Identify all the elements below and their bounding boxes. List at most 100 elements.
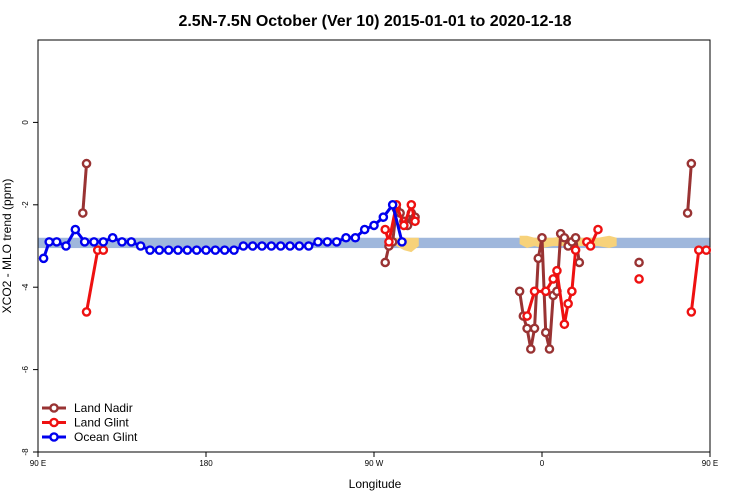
- data-point-land-glint-5-1: [694, 245, 704, 255]
- data-point-ocean-glint-0-30: [313, 237, 323, 247]
- x-tick-label-2: 90 W: [365, 459, 384, 468]
- data-point-ocean-glint-0-20: [219, 245, 230, 255]
- data-point-land-glint-5-2: [701, 245, 712, 255]
- data-point-land-nadir-2-5: [533, 253, 544, 264]
- data-point-land-nadir-2-6: [537, 232, 547, 243]
- data-point-land-glint-4-0: [634, 274, 644, 284]
- data-point-ocean-glint-0-39: [397, 237, 407, 247]
- y-tick-label-4: -8: [21, 448, 30, 456]
- data-point-ocean-glint-0-5: [79, 237, 90, 247]
- data-point-land-nadir-2-8: [544, 344, 555, 354]
- legend-label-2: Ocean Glint: [74, 430, 138, 444]
- data-point-ocean-glint-0-7: [98, 237, 109, 247]
- data-point-ocean-glint-0-33: [341, 232, 351, 243]
- data-point-land-glint-0-0: [81, 307, 92, 317]
- data-point-ocean-glint-0-19: [210, 245, 221, 255]
- data-point-land-nadir-2-0: [514, 286, 525, 297]
- data-point-land-glint-1-3: [399, 220, 409, 231]
- series-land-glint: [81, 199, 712, 330]
- data-point-land-nadir-2-12: [559, 232, 570, 243]
- x-tick-label-1: 180: [199, 459, 213, 468]
- data-point-ocean-glint-0-27: [285, 241, 295, 251]
- data-point-ocean-glint-0-9: [117, 237, 127, 247]
- data-point-land-glint-0-2: [98, 245, 109, 255]
- data-point-ocean-glint-0-28: [294, 241, 305, 251]
- data-point-ocean-glint-0-6: [89, 237, 99, 247]
- data-point-ocean-glint-0-10: [126, 237, 137, 247]
- data-point-land-glint-1-1: [384, 237, 394, 247]
- data-point-ocean-glint-0-25: [266, 241, 277, 251]
- data-point-ocean-glint-0-22: [238, 241, 249, 251]
- series-line-land-glint-5: [689, 248, 707, 313]
- y-axis: 0 -2 -4 -6 -8: [21, 120, 38, 456]
- data-point-land-glint-2-7: [567, 286, 577, 297]
- data-point-ocean-glint-0-36: [369, 220, 379, 231]
- x-tick-label-0: 90 E: [30, 459, 46, 468]
- data-point-land-glint-2-1: [529, 286, 540, 297]
- data-point-ocean-glint-0-3: [61, 241, 71, 251]
- series-line-land-nadir-0: [81, 163, 89, 214]
- data-point-ocean-glint-0-14: [163, 245, 174, 255]
- y-tick-label-3: -6: [21, 365, 30, 373]
- data-point-ocean-glint-0-32: [331, 237, 342, 247]
- data-point-land-nadir-4-0: [682, 208, 693, 218]
- data-point-ocean-glint-0-31: [322, 237, 333, 247]
- data-point-land-nadir-2-16: [574, 257, 585, 268]
- data-point-ocean-glint-0-17: [191, 245, 202, 255]
- data-point-land-nadir-2-4: [529, 323, 540, 334]
- data-point-ocean-glint-0-11: [135, 241, 146, 251]
- data-point-ocean-glint-0-29: [303, 241, 314, 251]
- data-point-ocean-glint-0-8: [107, 232, 118, 243]
- data-point-ocean-glint-0-26: [275, 241, 286, 251]
- legend-label-1: Land Glint: [74, 416, 129, 430]
- data-point-land-glint-2-5: [559, 319, 570, 330]
- data-point-land-glint-2-3: [548, 274, 559, 284]
- data-point-ocean-glint-0-37: [378, 212, 389, 222]
- data-point-land-glint-3-2: [593, 224, 603, 235]
- data-point-ocean-glint-0-15: [173, 245, 183, 255]
- y-tick-label-1: -2: [21, 201, 30, 209]
- series-ocean-glint: [38, 199, 407, 264]
- series-line-land-nadir-4: [686, 163, 693, 214]
- data-point-land-glint-2-8: [570, 245, 581, 255]
- data-point-land-glint-2-2: [540, 286, 551, 297]
- data-point-ocean-glint-0-35: [359, 224, 370, 235]
- data-point-ocean-glint-0-1: [44, 237, 55, 247]
- data-point-land-nadir-2-3: [526, 344, 536, 354]
- data-point-land-nadir-4-1: [686, 158, 697, 169]
- reference-band: [38, 237, 710, 249]
- data-point-land-glint-2-6: [563, 298, 573, 309]
- legend-marker-1: [49, 417, 59, 428]
- x-axis-label: Longitude: [349, 477, 402, 491]
- y-tick-label-2: -4: [21, 283, 30, 291]
- chart-title: 2.5N-7.5N October (Ver 10) 2015-01-01 to…: [178, 13, 571, 30]
- data-point-ocean-glint-0-4: [70, 224, 81, 235]
- data-point-ocean-glint-0-18: [201, 245, 211, 255]
- data-point-land-nadir-3-0: [634, 257, 644, 268]
- data-point-land-nadir-2-2: [522, 323, 532, 334]
- series-line-land-glint-0: [85, 248, 104, 313]
- data-point-land-nadir-2-15: [570, 232, 581, 243]
- data-point-land-glint-2-0: [522, 311, 532, 321]
- data-point-land-glint-2-4: [552, 265, 562, 276]
- data-point-ocean-glint-0-2: [51, 237, 62, 247]
- data-point-land-nadir-0-1: [81, 158, 92, 169]
- y-axis-label: XCO2 - MLO trend (ppm): [0, 179, 14, 314]
- legend-marker-0: [49, 403, 59, 413]
- data-point-ocean-glint-0-23: [247, 241, 258, 251]
- y-tick-label-0: 0: [21, 120, 30, 125]
- data-point-ocean-glint-0-12: [145, 245, 155, 255]
- x-tick-label-3: 0: [540, 459, 545, 468]
- data-point-land-glint-3-1: [585, 241, 596, 251]
- series-land-nadir: [78, 158, 697, 354]
- data-point-land-nadir-0-0: [78, 208, 88, 218]
- data-point-ocean-glint-0-38: [387, 199, 398, 210]
- data-point-land-nadir-1-0: [380, 257, 391, 268]
- legend-label-0: Land Nadir: [74, 401, 133, 415]
- data-point-land-glint-1-0: [380, 224, 391, 235]
- data-point-ocean-glint-0-21: [229, 245, 239, 255]
- data-point-ocean-glint-0-0: [38, 253, 49, 264]
- data-point-ocean-glint-0-13: [154, 245, 165, 255]
